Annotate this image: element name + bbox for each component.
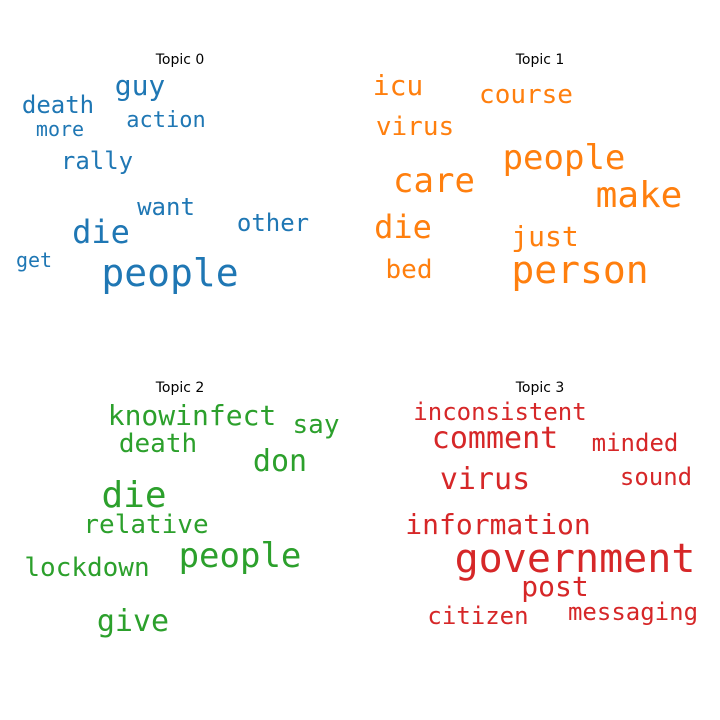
cloud-word: want	[137, 193, 195, 221]
cloud-word: make	[595, 175, 683, 216]
wordcloud-panel-topic-2: Topic 2 die people don give knowinfect death sa…	[0, 328, 360, 688]
cloud-word: people	[502, 138, 626, 178]
cloud-word: sound	[619, 463, 693, 491]
cloud-word: die	[72, 213, 130, 251]
cloud-word: guy	[114, 69, 166, 102]
cloud-word: bed	[385, 255, 433, 285]
cloud-word: virus	[439, 462, 531, 497]
panel-title: Topic 0	[155, 52, 205, 68]
cloud-word: person	[511, 248, 649, 292]
cloud-word: death	[21, 91, 95, 119]
wordcloud-panel-topic-1: Topic 1 person make people care die icu just bed…	[360, 0, 720, 360]
cloud-word: more	[35, 117, 85, 141]
cloud-word: die	[101, 475, 167, 516]
cloud-word: information	[405, 508, 591, 541]
cloud-word: post	[521, 570, 589, 603]
cloud-word: death	[118, 429, 198, 459]
cloud-word: comment	[431, 421, 559, 456]
cloud-word: knowinfect	[107, 399, 277, 432]
cloud-word: say	[292, 410, 340, 440]
cloud-word: people	[101, 251, 239, 295]
cloud-word: minded	[591, 429, 679, 457]
cloud-word: government	[454, 536, 696, 582]
cloud-word: other	[236, 209, 310, 237]
cloud-word: people	[178, 536, 302, 576]
cloud-word: messaging	[567, 598, 699, 626]
wordcloud-panel-topic-0: Topic 0 people die guy death rally want other ac…	[0, 0, 360, 360]
cloud-word: don	[252, 444, 308, 479]
cloud-word: icu	[372, 69, 424, 102]
cloud-word: virus	[375, 112, 455, 142]
wordcloud-panel-topic-3: Topic 3 government comment virus post informa…	[360, 328, 720, 688]
panel-title: Topic 2	[155, 380, 205, 396]
cloud-word: get	[15, 248, 53, 272]
cloud-word: give	[96, 604, 170, 639]
panel-title: Topic 1	[515, 52, 565, 68]
cloud-word: action	[126, 108, 206, 133]
cloud-word: course	[479, 80, 573, 110]
cloud-word: inconsistent	[413, 398, 587, 426]
cloud-word: rally	[60, 147, 134, 175]
cloud-word: lockdown	[24, 553, 150, 583]
cloud-word: relative	[83, 510, 209, 540]
cloud-word: die	[374, 208, 432, 246]
cloud-word: care	[393, 161, 475, 201]
panel-title: Topic 3	[515, 380, 565, 396]
cloud-word: just	[511, 220, 579, 253]
cloud-word: citizen	[427, 602, 529, 630]
